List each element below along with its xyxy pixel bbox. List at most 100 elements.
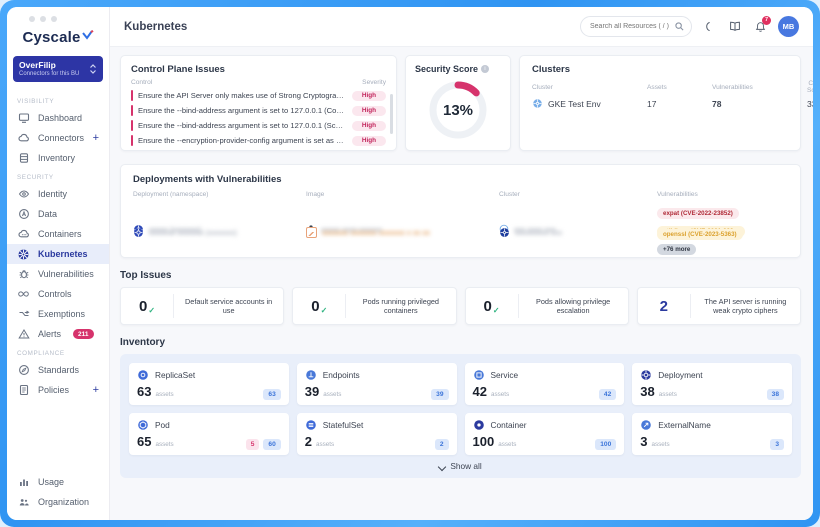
avatar[interactable]: MB: [778, 16, 799, 37]
deployment-row[interactable]: xxxxx (xxxxxxx) xxxxx xxxx-xxxxxx xxx xx…: [133, 202, 788, 255]
sidebar-item-policies[interactable]: Policies +: [7, 380, 109, 400]
issue-label: Pods running privileged containers: [362, 296, 439, 315]
inventory-card-deployment[interactable]: Deployment 38 assets 38: [632, 363, 792, 405]
inventory-card-container[interactable]: Container 100 assets 100: [464, 413, 625, 455]
cloud-dots-icon: [17, 228, 30, 241]
endpoints-icon: [305, 370, 316, 380]
check-icon: ✓: [148, 306, 156, 315]
count-badge: 3: [770, 439, 784, 450]
sidebar-item-connectors[interactable]: Connectors +: [7, 128, 109, 148]
sidebar-item-standards[interactable]: Standards: [7, 360, 109, 380]
stack-icon: [17, 152, 30, 165]
show-all-button[interactable]: Show all: [129, 455, 792, 476]
resource-count: 38: [640, 384, 655, 399]
column-header-image: Image: [306, 191, 325, 198]
issue-count: 0: [483, 297, 492, 315]
inventory-card-service[interactable]: Service 42 assets 42: [464, 363, 625, 405]
replicaset-icon: [138, 370, 148, 380]
resource-name: Container: [490, 420, 527, 430]
inventory-container: ReplicaSet 63 assets 63 Endpoints 39 asset…: [120, 354, 801, 478]
sidebar-item-controls[interactable]: Controls: [7, 284, 109, 304]
issue-count: 2: [659, 297, 668, 315]
resource-name: ExternalName: [658, 420, 711, 430]
security-score-value: 13%: [442, 101, 474, 119]
check-icon: ✓: [492, 306, 500, 315]
brand-logo[interactable]: Cyscale: [7, 29, 109, 46]
deployment-row[interactable]: xxxxxxx xxxxxxx (xxxxxxx) xxxxxxx xxxxxx…: [133, 222, 788, 242]
panel-scrollbar[interactable]: [390, 94, 393, 134]
docs-book-icon[interactable]: [728, 20, 742, 34]
top-issue-card[interactable]: 0 ✓ Default service accounts in use: [120, 287, 285, 325]
redacted-image-name: xxxxxxx xxxxxxx xxxxxxx x xx xx: [322, 227, 430, 237]
sidebar-item-label: Containers: [38, 229, 82, 239]
broken-image-icon: [306, 226, 317, 238]
sidebar-item-label: Organization: [38, 497, 90, 507]
severity-badge: High: [352, 120, 386, 131]
inventory-card-endpoints[interactable]: Endpoints 39 assets 39: [296, 363, 457, 405]
redacted-deployment-name: xxxxxxx xxxxxxx (xxxxxxx): [149, 227, 237, 237]
sidebar-item-organization[interactable]: Organization: [7, 492, 109, 512]
control-issue-row[interactable]: Ensure the API Server only makes use of …: [131, 89, 386, 103]
security-score-panel: Security Score i 13%: [405, 55, 511, 151]
inventory-card-externalname[interactable]: ExternalName 3 assets 3: [632, 413, 792, 455]
sidebar-item-alerts[interactable]: Alerts 211: [7, 324, 109, 344]
resource-name: Pod: [155, 420, 170, 430]
info-icon[interactable]: i: [481, 65, 490, 73]
sidebar-item-usage[interactable]: Usage: [7, 472, 109, 492]
monitor-icon: [17, 112, 30, 125]
sidebar-item-label: Alerts: [38, 329, 62, 339]
cluster-row[interactable]: GKE Test Env 17 78 33%: [532, 98, 813, 109]
sidebar-item-label: Connectors: [38, 133, 85, 143]
inventory-card-pod[interactable]: Pod 65 assets 5 60: [129, 413, 289, 455]
notification-count-badge: 7: [762, 15, 771, 25]
resource-count: 100: [472, 434, 495, 449]
cluster-cis-score: 33%: [807, 98, 813, 109]
sidebar-item-vulnerabilities[interactable]: Vulnerabilities: [7, 264, 109, 284]
top-issue-card[interactable]: 2 The API server is running weak crypto …: [636, 287, 801, 325]
sidebar-item-containers[interactable]: Containers: [7, 224, 109, 244]
control-issue-row[interactable]: Ensure the --bind-address argument is se…: [131, 119, 386, 133]
inventory-card-replicaset[interactable]: ReplicaSet 63 assets 63: [129, 363, 289, 405]
panel-title: Clusters: [532, 64, 571, 75]
sidebar-item-data[interactable]: Data: [7, 204, 109, 224]
bar-chart-icon: [17, 476, 30, 489]
notifications-bell-icon[interactable]: 7: [753, 15, 771, 34]
resource-unit: assets: [498, 441, 517, 448]
window-controls[interactable]: [29, 16, 57, 22]
top-issues-heading: Top Issues: [120, 270, 172, 281]
top-issue-card[interactable]: 0 ✓ Pods running privileged containers: [292, 287, 457, 325]
sidebar-item-inventory[interactable]: Inventory: [7, 148, 109, 168]
org-selector[interactable]: OverFilip Connectors for this BU: [13, 56, 103, 82]
dark-mode-icon[interactable]: [703, 20, 717, 34]
sidebar-item-exemptions[interactable]: Exemptions: [7, 304, 109, 324]
count-badge: 60: [263, 439, 281, 450]
issue-label: Default service accounts in use: [185, 296, 273, 315]
column-header-severity: Severity: [362, 79, 386, 86]
search-icon: [675, 22, 684, 31]
vulnerability-chip[interactable]: expat (CVE-2022-23852): [657, 208, 739, 219]
control-issue-row[interactable]: Ensure the --encryption-provider-config …: [131, 134, 386, 148]
resource-unit: assets: [315, 441, 335, 448]
severity-badge: High: [352, 90, 386, 101]
top-issue-card[interactable]: 0 ✓ Pods allowing privilege escalation: [464, 287, 629, 325]
control-issue-row[interactable]: Ensure the --bind-address argument is se…: [131, 104, 386, 118]
sidebar-item-kubernetes[interactable]: Kubernetes: [7, 244, 109, 264]
more-vulnerabilities-chip[interactable]: +76 more: [657, 244, 697, 255]
deployments-panel: Deployments with Vulnerabilities Deploym…: [120, 164, 801, 258]
global-search[interactable]: [580, 16, 692, 37]
resource-count: 65: [137, 434, 152, 449]
org-name: OverFilip: [19, 60, 56, 70]
search-input[interactable]: [588, 22, 671, 31]
add-policy-button[interactable]: +: [92, 383, 99, 396]
sidebar-item-dashboard[interactable]: Dashboard: [7, 108, 109, 128]
vulnerability-chip[interactable]: openssl (CVE-2023-5363): [657, 229, 743, 240]
count-badge: 100: [595, 439, 617, 450]
inventory-card-statefulset[interactable]: StatefulSet 2 assets 2: [296, 413, 457, 455]
section-label-compliance: COMPLIANCE: [17, 350, 65, 357]
resource-name: Deployment: [658, 370, 703, 380]
sidebar-item-identity[interactable]: Identity: [7, 184, 109, 204]
redacted-image-name: xxxxx xxxx-xxxxxx: [321, 224, 382, 234]
control-text: Ensure the --bind-address argument is se…: [138, 106, 352, 116]
add-connector-button[interactable]: +: [92, 131, 99, 144]
resource-unit: assets: [155, 391, 174, 398]
